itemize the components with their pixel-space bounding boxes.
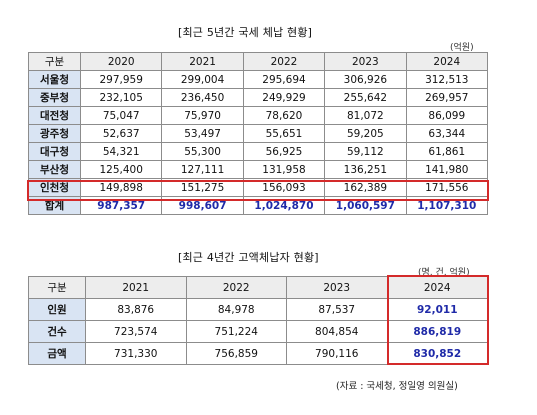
cell: 804,854 (286, 320, 388, 343)
table-row: 서울청 297,959 299,004 295,694 306,926 312,… (28, 70, 489, 89)
cell: 59,205 (324, 124, 407, 143)
header-cell: 2023 (324, 52, 407, 71)
table1-unit: (억원) (450, 43, 474, 53)
table1-title: [최근 5년간 국세 체납 현황] (178, 26, 313, 39)
cell: 56,925 (242, 142, 326, 161)
source-note: (자료 : 국세청, 정일영 의원실) (336, 381, 458, 392)
cell: 306,926 (324, 70, 407, 89)
cell: 297,959 (79, 70, 163, 89)
cell: 136,251 (324, 160, 407, 179)
cell: 81,072 (324, 106, 407, 125)
cell: 141,980 (405, 160, 489, 179)
row-label: 부산청 (28, 160, 81, 179)
table2-header-row: 구분 2021 2022 2023 2024 (28, 276, 488, 299)
row-label: 광주청 (28, 124, 81, 143)
cell: 131,958 (242, 160, 326, 179)
high-value-arrears-table: 구분 2021 2022 2023 2024 인원 83,876 84,978 … (28, 276, 488, 365)
header-cell: 구분 (28, 276, 86, 299)
cell: 269,957 (405, 88, 489, 107)
row-label: 인천청 (28, 178, 81, 197)
table2-title: [최근 4년간 고액체납자 현황] (178, 251, 319, 264)
cell: 162,389 (324, 178, 407, 197)
row-label: 중부청 (28, 88, 81, 107)
row-label: 대전청 (28, 106, 81, 125)
cell: 87,537 (286, 298, 388, 321)
cell: 255,642 (324, 88, 407, 107)
header-cell: 구분 (28, 52, 81, 71)
column-2024-highlight (387, 275, 489, 365)
cell: 86,099 (405, 106, 489, 125)
cell: 53,497 (161, 124, 244, 143)
cell: 52,637 (79, 124, 163, 143)
table2-unit: (명, 건, 억원) (418, 268, 470, 278)
table-row: 대구청 54,321 55,300 56,925 59,112 61,861 (28, 142, 489, 161)
header-cell: 2021 (85, 276, 187, 299)
cell: 236,450 (161, 88, 244, 107)
cell: 312,513 (405, 70, 489, 89)
cell: 61,861 (405, 142, 489, 161)
row-label: 금액 (28, 342, 86, 365)
cell: 75,970 (161, 106, 244, 125)
header-cell: 2023 (286, 276, 388, 299)
cell: 731,330 (85, 342, 187, 365)
row-label: 건수 (28, 320, 86, 343)
cell: 751,224 (185, 320, 287, 343)
cell: 54,321 (79, 142, 163, 161)
cell: 723,574 (85, 320, 187, 343)
cell: 790,116 (286, 342, 388, 365)
table-row: 광주청 52,637 53,497 55,651 59,205 63,344 (28, 124, 489, 143)
cell: 63,344 (405, 124, 489, 143)
table-row: 건수 723,574 751,224 804,854 886,819 (28, 320, 488, 343)
table-row: 금액 731,330 756,859 790,116 830,852 (28, 342, 488, 365)
header-cell: 2024 (405, 52, 489, 71)
row-label: 서울청 (28, 70, 81, 89)
header-cell: 2022 (242, 52, 326, 71)
header-cell: 2022 (185, 276, 287, 299)
row-label: 대구청 (28, 142, 81, 161)
cell: 232,105 (79, 88, 163, 107)
cell: 59,112 (324, 142, 407, 161)
cell: 171,556 (405, 178, 489, 197)
cell: 55,300 (161, 142, 244, 161)
cell: 78,620 (242, 106, 326, 125)
table-row: 대전청 75,047 75,970 78,620 81,072 86,099 (28, 106, 489, 125)
cell-2024: 830,852 (386, 342, 488, 365)
header-cell: 2020 (79, 52, 163, 71)
table-row: 부산청 125,400 127,111 131,958 136,251 141,… (28, 160, 489, 179)
cell: 249,929 (242, 88, 326, 107)
cell: 55,651 (242, 124, 326, 143)
table-row: 중부청 232,105 236,450 249,929 255,642 269,… (28, 88, 489, 107)
total-row-highlight (27, 180, 489, 201)
cell: 75,047 (79, 106, 163, 125)
cell: 299,004 (161, 70, 244, 89)
cell: 83,876 (85, 298, 187, 321)
table1-header-row: 구분 2020 2021 2022 2023 2024 (28, 52, 489, 71)
header-cell: 2021 (161, 52, 244, 71)
cell: 84,978 (185, 298, 287, 321)
cell: 756,859 (185, 342, 287, 365)
row-label: 인원 (28, 298, 86, 321)
cell: 125,400 (79, 160, 163, 179)
cell: 295,694 (242, 70, 326, 89)
cell: 127,111 (161, 160, 244, 179)
